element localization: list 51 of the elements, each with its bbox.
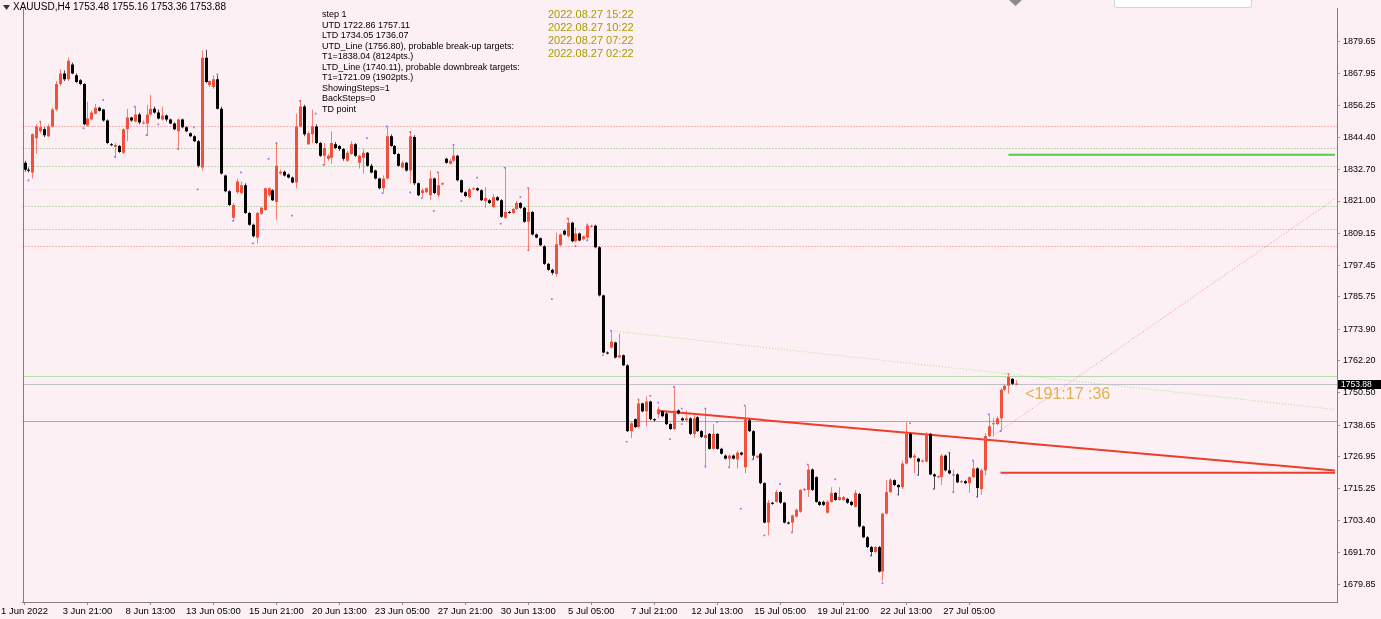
y-tick-label: 1832.70 bbox=[1343, 163, 1376, 174]
annotation: 2022.08.27 10:22 bbox=[548, 21, 634, 34]
chart-title: XAUUSD,H4 1753.48 1755.16 1753.36 1753.88 bbox=[13, 0, 227, 12]
y-tick-label: 1867.95 bbox=[1343, 67, 1376, 78]
y-tick-label: 1797.45 bbox=[1343, 259, 1376, 270]
y-tick-label: 1726.95 bbox=[1343, 451, 1376, 462]
x-tick-label: 20 Jun 13:00 bbox=[311, 605, 367, 617]
annotation: T1=1721.09 (1902pts.) bbox=[322, 72, 414, 83]
annotation: UTD_Line (1756.80), probable break-up targets: bbox=[322, 40, 515, 51]
y-tick-label: 1809.15 bbox=[1343, 227, 1376, 238]
y-tick-label: 1715.25 bbox=[1343, 483, 1376, 494]
x-tick-label: 15 Jul 05:00 bbox=[754, 605, 807, 617]
annotation: 2022.08.27 02:22 bbox=[548, 47, 634, 60]
x-tick-label: 5 Jul 05:00 bbox=[567, 605, 615, 617]
x-tick-label: 23 Jun 05:00 bbox=[374, 605, 430, 617]
y-tick-label: 1762.20 bbox=[1343, 355, 1376, 366]
annotation: LTD_Line (1740.11), probable downbreak targets: bbox=[322, 61, 520, 72]
annotation: LTD 1734.05 1736.07 bbox=[322, 30, 409, 41]
y-tick-label: 1703.40 bbox=[1343, 515, 1376, 526]
annotation: T1=1838.04 (8124pts.) bbox=[322, 51, 414, 62]
annotation: ShowingSteps=1 bbox=[322, 82, 390, 93]
y-tick-label: 1679.85 bbox=[1343, 579, 1376, 590]
y-tick-label: 1879.65 bbox=[1343, 35, 1376, 46]
x-tick-label: 22 Jul 13:00 bbox=[880, 605, 932, 617]
annotation: <191:17 :36 bbox=[1025, 385, 1111, 403]
x-tick-label: 27 Jun 21:00 bbox=[437, 605, 493, 617]
x-tick-label: 27 Jul 05:00 bbox=[943, 605, 995, 617]
annotation: BackSteps=0 bbox=[322, 93, 376, 104]
ref-line-label: 1753.88 bbox=[1341, 378, 1372, 389]
x-tick-label: 13 Jun 05:00 bbox=[185, 605, 241, 617]
x-tick-label: 7 Jul 21:00 bbox=[630, 605, 678, 617]
y-tick-label: 1785.75 bbox=[1343, 291, 1376, 302]
annotation: 2022.08.27 07:22 bbox=[548, 34, 634, 47]
annotation: step 1 bbox=[322, 9, 347, 20]
x-tick-label: 1 Jun 2022 bbox=[1, 605, 49, 617]
x-tick-label: 8 Jun 13:00 bbox=[125, 605, 176, 617]
y-tick-label: 1773.90 bbox=[1343, 323, 1376, 334]
y-tick-label: 1750.50 bbox=[1343, 387, 1376, 398]
x-tick-label: 30 Jun 13:00 bbox=[500, 605, 556, 617]
annotation: 2022.08.27 15:22 bbox=[548, 8, 634, 21]
x-tick-label: 19 Jul 21:00 bbox=[817, 605, 869, 617]
y-tick-label: 1738.65 bbox=[1343, 419, 1376, 430]
x-tick-label: 3 Jun 21:00 bbox=[62, 605, 113, 617]
x-tick-label: 15 Jun 21:00 bbox=[248, 605, 304, 617]
y-tick-label: 1844.40 bbox=[1343, 131, 1376, 142]
annotation: TD point bbox=[322, 103, 357, 114]
y-tick-label: 1691.70 bbox=[1343, 547, 1376, 558]
y-tick-label: 1856.25 bbox=[1343, 99, 1376, 110]
y-tick-label: 1821.00 bbox=[1343, 195, 1376, 206]
x-tick-label: 12 Jul 13:00 bbox=[691, 605, 744, 617]
annotation: UTD 1722.86 1757.11 bbox=[322, 19, 410, 30]
